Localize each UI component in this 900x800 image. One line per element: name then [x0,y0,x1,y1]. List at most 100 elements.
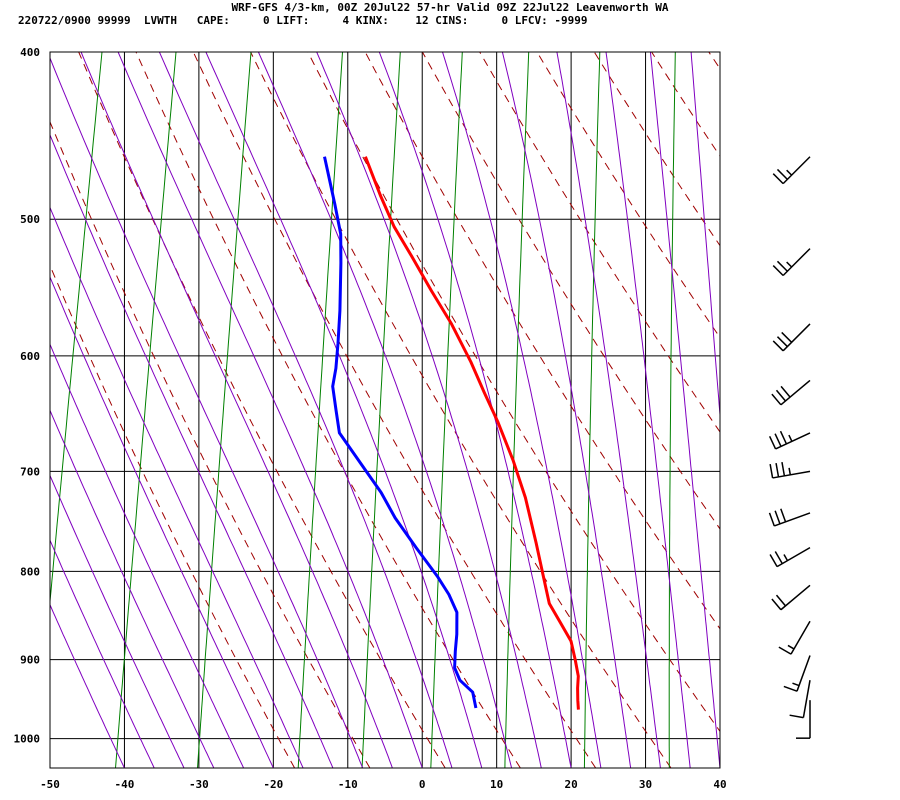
moist-adiabat [50,133,334,768]
barb-staff [782,248,811,276]
temp-tick--40: -40 [115,778,135,791]
dry-adiabat-30 [250,52,672,768]
moist-adiabat [50,275,274,768]
dry-adiabat--10 [50,120,371,768]
temp-tick-10: 10 [490,778,503,791]
barb-flag [783,685,798,692]
barb-staff [776,546,811,568]
barb-flag [776,336,788,348]
wind-barb [771,584,811,611]
mixing-ratio-line [361,52,401,768]
wind-barb [768,508,811,527]
plot-frame [49,51,721,769]
chart-title: WRF-GFS 4/3-km, 00Z 20Jul22 57-hr Valid … [231,1,669,14]
dry-adiabat-10 [135,52,521,768]
barb-half-flag [792,682,800,687]
pressure-tick-900: 900 [20,654,40,667]
moist-adiabat [257,52,513,768]
barb-flag [779,430,788,445]
mixing-ratio-line [115,52,177,768]
barb-flag [778,646,792,655]
barb-flag [781,461,786,476]
barb-half-flag [788,434,793,442]
barb-flag [780,508,787,523]
dry-adiabat-110 [708,52,720,70]
dry-adiabat--20 [50,264,296,768]
dry-adiabat-100 [651,52,720,158]
barb-staff [774,512,811,527]
background-lines [50,52,900,768]
wind-barb [772,248,811,276]
mixing-ratio-line [50,52,103,607]
temp-tick--10: -10 [338,778,358,791]
wind-barb [789,680,811,719]
moist-adiabat [556,52,661,768]
temp-tick--50: -50 [40,778,60,791]
barb-staff [780,379,811,406]
barb-flag [775,389,787,402]
wind-barb [796,700,811,739]
mixing-ratio-line [754,52,759,768]
barb-flag [775,594,787,607]
barb-flag [775,462,780,478]
barb-staff [780,584,811,611]
pressure-axis: 400 500 600 700 800 900 1000 [14,46,41,746]
wind-barbs [768,156,811,739]
barb-flag [772,340,784,352]
moist-adiabat [50,409,215,768]
barb-flag [776,260,788,272]
pressure-tick-800: 800 [20,565,40,578]
barb-staff [772,470,811,479]
barb-staff [782,323,811,352]
moist-adiabat [690,52,720,422]
mixing-ratio-line [197,52,252,768]
barb-flag [776,168,788,180]
grid-lines [50,52,720,768]
moist-adiabat [378,52,572,768]
barb-staff [802,680,811,718]
dry-adiabat-130 [823,52,900,768]
sounding-indices: 220722/0900 99999 LVWTH CAPE: 0 LIFT: 4 … [18,14,588,27]
barb-flag [781,331,793,343]
barb-flag [774,510,781,525]
pressure-tick-1000: 1000 [14,733,41,746]
temperature-axis: -50 -40 -30 -20 -10 0 10 20 30 40 [40,778,727,791]
pressure-tick-400: 400 [20,46,40,59]
moist-adiabat [205,52,483,768]
moist-adiabat [50,603,125,768]
barb-flag [772,173,784,185]
wind-barb [778,620,811,655]
dry-adiabat-20 [192,52,597,768]
temp-tick-0: 0 [419,778,426,791]
temp-tick--30: -30 [189,778,209,791]
barb-flag [780,385,791,398]
temp-tick-30: 30 [639,778,652,791]
pressure-tick-600: 600 [20,350,40,363]
temp-tick--20: -20 [263,778,283,791]
barb-flag [774,551,783,564]
temp-tick-20: 20 [564,778,577,791]
moist-adiabat [50,206,304,768]
barb-flag [789,714,804,719]
dry-adiabat-140 [881,52,900,768]
barb-half-flag [786,169,793,176]
barb-staff [790,620,811,655]
temp-tick-40: 40 [713,778,726,791]
wind-barb [772,323,811,352]
temperature-trace [364,156,580,710]
moist-adiabat [649,52,720,768]
barb-half-flag [783,554,789,561]
moist-adiabat [442,52,602,768]
dewpoint-trace [323,156,478,709]
moist-adiabat [316,52,542,768]
barb-flag [769,464,774,479]
dry-adiabat-60 [421,52,720,530]
moist-adiabat [501,52,632,768]
barb-flag [774,433,782,447]
barb-flag [768,435,777,450]
moist-adiabat [158,52,453,768]
barb-flag [768,512,775,527]
barb-flag [771,393,782,406]
wind-barb [772,156,811,185]
